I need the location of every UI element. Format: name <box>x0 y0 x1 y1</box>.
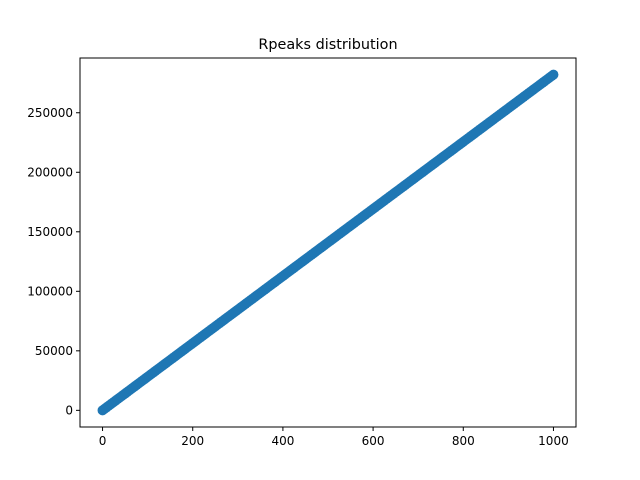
x-tick-label: 200 <box>181 434 204 448</box>
axes-frame <box>79 57 577 428</box>
y-tick-label: 200000 <box>27 165 73 179</box>
x-tick-label: 600 <box>362 434 385 448</box>
y-tick-label: 50000 <box>35 344 73 358</box>
plot-area <box>97 69 559 416</box>
x-axis: 0 200 400 600 800 1000 <box>99 427 569 448</box>
series-points <box>97 69 559 416</box>
x-tick-label: 1000 <box>538 434 569 448</box>
data-point <box>548 69 559 80</box>
x-tick-label: 800 <box>452 434 475 448</box>
y-tick-label: 100000 <box>27 284 73 298</box>
x-tick-label: 0 <box>99 434 107 448</box>
chart-title: Rpeaks distribution <box>258 37 397 53</box>
y-axis: 0 50000 100000 150000 200000 250000 <box>27 106 80 417</box>
x-tick-label: 400 <box>271 434 294 448</box>
y-tick-label: 0 <box>65 403 73 417</box>
y-tick-label: 250000 <box>27 106 73 120</box>
y-tick-label: 150000 <box>27 225 73 239</box>
